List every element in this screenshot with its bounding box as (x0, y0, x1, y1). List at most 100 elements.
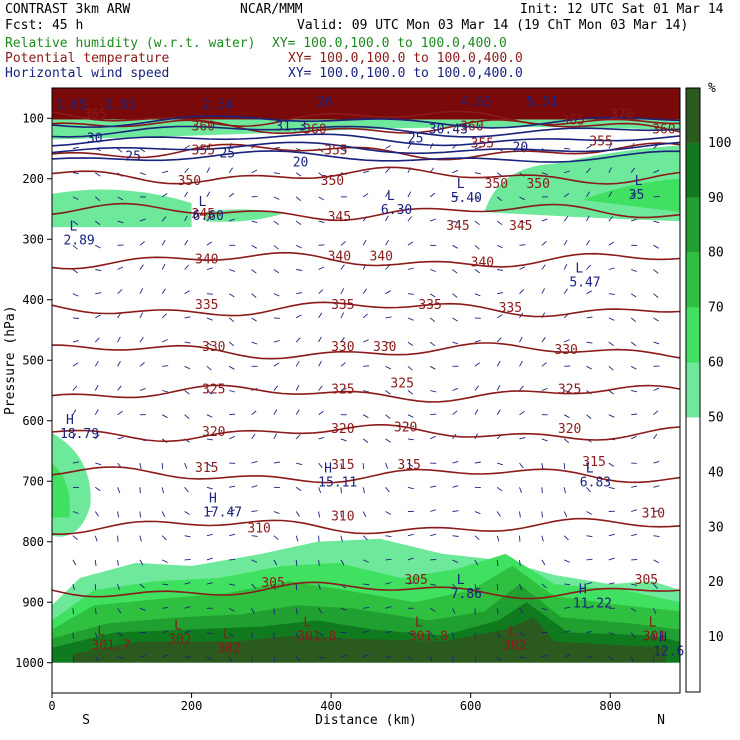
colorbar-tick-label: 30 (708, 520, 724, 535)
wind-vector (184, 558, 191, 561)
wind-vector (452, 341, 459, 345)
wind-speed-label: 25 (219, 147, 235, 162)
wind-vector (563, 487, 566, 494)
theta-label: 335 (499, 301, 522, 316)
wind-vector (72, 362, 79, 367)
top-theta-congestion (52, 88, 680, 120)
wind-vector (586, 215, 590, 222)
extremum-value: 6.30 (381, 203, 412, 218)
wind-vector (608, 167, 612, 173)
wind-vector (586, 535, 593, 538)
wind-vector (273, 362, 280, 367)
wind-vector (318, 583, 321, 590)
wind-vector (385, 316, 392, 319)
wind-vector (452, 559, 459, 564)
wind-vector (586, 414, 592, 419)
wind-vector (519, 608, 524, 614)
extremum-value: 301 (643, 630, 666, 645)
wind-vector (206, 167, 211, 173)
wind-vector (72, 220, 79, 226)
x-tick-label: 800 (599, 699, 621, 713)
wind-vector (340, 535, 343, 542)
theta-contour-325 (51, 384, 681, 403)
extremum-marker: L (174, 619, 182, 634)
wind-vector (251, 269, 257, 274)
wind-vector (407, 241, 414, 246)
wind-vector (653, 169, 660, 174)
wind-vector (184, 215, 188, 222)
wind-vector (564, 654, 571, 658)
extremum-value: 18.79 (60, 427, 99, 442)
wind-vector (162, 606, 169, 609)
wind-vector (564, 339, 570, 343)
theta-label: 305 (635, 573, 658, 588)
wind-vector (474, 362, 480, 367)
wind-vector (139, 336, 144, 343)
wind-vector (117, 559, 119, 566)
wind-vector (407, 390, 413, 395)
wind-vector (340, 559, 345, 566)
wind-vector (362, 511, 367, 518)
wind-vector (139, 312, 144, 319)
wind-vector (184, 511, 190, 515)
theta-label: 320 (558, 422, 581, 437)
wind-vector (117, 436, 124, 440)
wind-vector (184, 145, 191, 149)
wind-vector (162, 630, 169, 633)
wind-vector (541, 487, 543, 494)
wind-vector (295, 656, 301, 662)
wind-vector (139, 288, 144, 294)
extremum-value: 7.86 (451, 587, 482, 602)
wind-vector (631, 218, 637, 222)
theta-label: 355 (192, 144, 215, 159)
wind-vector (631, 390, 638, 393)
wind-vector (184, 290, 190, 295)
wind-vector (228, 317, 235, 323)
wind-vector (251, 410, 257, 416)
wind-vector (72, 385, 78, 391)
colorbar-tick-label: 70 (708, 301, 724, 316)
wind-vector (631, 269, 637, 272)
wind-vector (407, 656, 413, 661)
extremum-marker: H (66, 413, 74, 428)
wind-vector (474, 339, 481, 343)
theta-label: 310 (331, 510, 354, 525)
wind-vector (430, 269, 437, 272)
wind-vector (630, 632, 636, 638)
wind-vector (251, 293, 257, 298)
wind-vector (497, 269, 504, 271)
wind-vector (94, 632, 98, 639)
x-tick-label: 200 (181, 699, 203, 713)
wind-vector (139, 362, 145, 367)
wind-vector (340, 148, 347, 153)
wind-vector (340, 288, 345, 294)
wind-vector (117, 360, 121, 367)
wind-speed-label: 20 (293, 156, 309, 171)
wind-vector (541, 388, 548, 391)
wind-speed-label: 26 (317, 95, 333, 110)
wind-vector (407, 341, 414, 346)
theta-label: 360 (460, 119, 483, 134)
wind-vector (586, 487, 591, 493)
wind-vector (318, 196, 325, 201)
wind-vector (608, 317, 615, 321)
wind-vector (474, 511, 481, 515)
wind-vector (273, 409, 278, 415)
wind-vector (318, 289, 324, 295)
wind-vector (630, 167, 636, 173)
wind-vector (430, 558, 437, 561)
colorbar-swatch (686, 197, 700, 253)
wind-vector (251, 583, 257, 589)
wind-vector (564, 606, 571, 609)
wind-vector (228, 293, 235, 298)
rh-dark-region (72, 617, 667, 663)
theta-label: 335 (331, 298, 354, 313)
wind-vector (363, 390, 370, 393)
wind-vector (452, 410, 458, 416)
wind-vector (72, 244, 78, 250)
wind-vector (496, 409, 501, 415)
theta-label: 355 (471, 136, 494, 151)
wind-vector (206, 632, 213, 635)
wind-vector (295, 608, 298, 615)
wind-vector (519, 336, 523, 343)
